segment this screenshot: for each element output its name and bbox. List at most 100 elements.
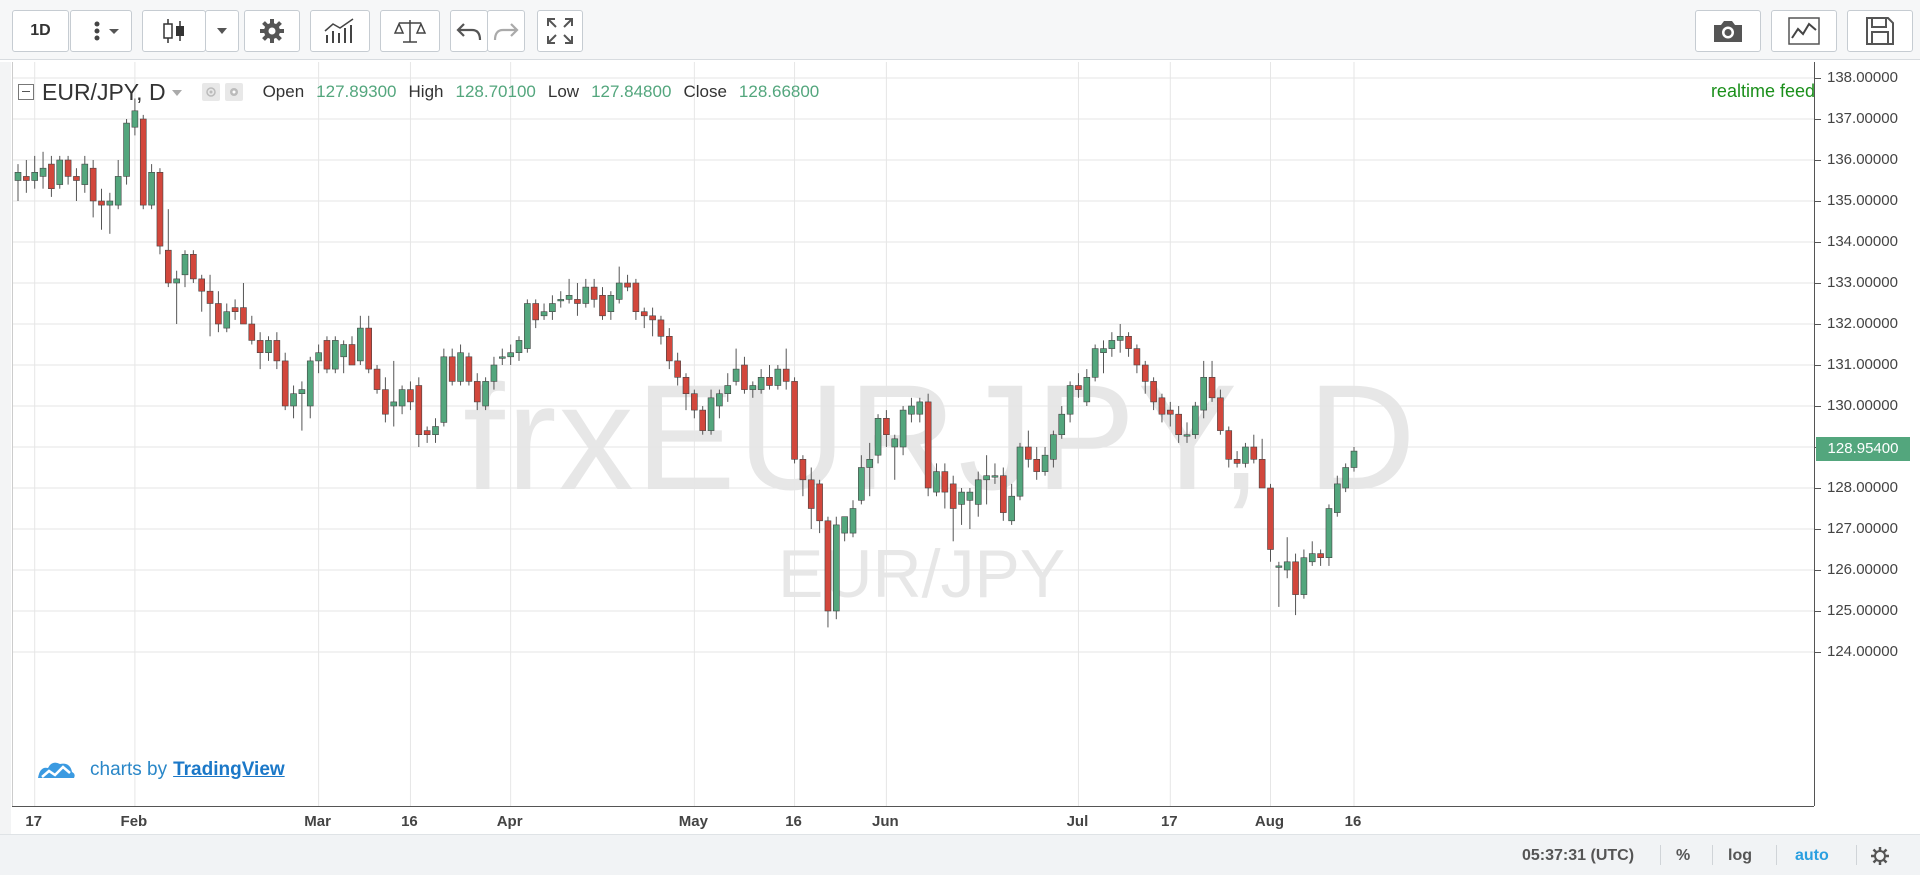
- candle-body-down: [198, 278, 205, 292]
- candle: [1125, 332, 1132, 357]
- camera-icon: [1714, 21, 1742, 42]
- chart-pane[interactable]: frxEURJPY, D EUR/JPY: [12, 62, 1815, 806]
- axis-settings-button[interactable]: [1870, 835, 1890, 876]
- price-tick-label: 124.00000: [1827, 643, 1898, 660]
- candle: [749, 381, 757, 398]
- candle: [1233, 451, 1241, 468]
- candle: [640, 307, 648, 329]
- chart-style-button[interactable]: [142, 10, 206, 52]
- candle: [240, 283, 247, 325]
- compare-button[interactable]: [380, 10, 440, 52]
- price-axis[interactable]: 138.00000 137.00000 136.00000 135.00000 134.…: [1814, 62, 1920, 806]
- candle: [231, 299, 239, 320]
- undo-button[interactable]: [450, 10, 488, 52]
- price-tick-label: 135.00000: [1827, 192, 1898, 209]
- price-tick-mark: [1815, 160, 1821, 161]
- symbol-title[interactable]: EUR/JPY, D: [42, 78, 166, 105]
- candle: [1283, 537, 1291, 579]
- candle: [1066, 381, 1074, 423]
- candle-body-down: [657, 319, 665, 337]
- candle: [1058, 406, 1066, 439]
- redo-button[interactable]: [487, 10, 525, 52]
- candle-body-down: [73, 176, 80, 181]
- candle: [1208, 360, 1216, 402]
- candle: [482, 377, 489, 411]
- candle-body-down: [231, 307, 239, 313]
- gear-icon[interactable]: [224, 83, 243, 101]
- chart-type-button[interactable]: [1771, 10, 1837, 52]
- candle-body-up: [841, 516, 848, 534]
- candle: [1200, 360, 1207, 419]
- interval-button[interactable]: 1D: [12, 10, 69, 52]
- candle: [181, 250, 189, 288]
- series-legend: EUR/JPY, D Open 127.89300 High 128.70100…: [18, 78, 819, 106]
- open-label: Open: [262, 82, 305, 101]
- candle-body-down: [1133, 348, 1141, 366]
- candle: [899, 406, 907, 456]
- collapse-legend-button[interactable]: [18, 84, 34, 100]
- candle: [315, 344, 322, 374]
- candle: [123, 119, 130, 185]
- candle: [782, 348, 790, 390]
- candlestick-icon: [163, 19, 184, 43]
- candle-body-up: [290, 393, 297, 407]
- candle: [273, 332, 281, 370]
- settings-button[interactable]: [244, 10, 300, 52]
- candle: [1258, 438, 1266, 489]
- candle-body-down: [23, 176, 30, 181]
- candle: [1100, 340, 1107, 374]
- interval-menu-button[interactable]: [70, 10, 132, 52]
- candlestick-plot[interactable]: [13, 62, 1815, 806]
- utc-clock[interactable]: 05:37:31 (UTC): [1522, 846, 1635, 864]
- tradingview-logo-icon: [38, 762, 75, 778]
- candle: [933, 463, 940, 497]
- candle: [858, 455, 865, 505]
- time-axis[interactable]: 17 Feb Mar 16 Apr May 16 Jun Jul 17 Aug 16: [12, 806, 1814, 835]
- candle-body-up: [874, 417, 882, 456]
- time-tick-label: Apr: [496, 813, 523, 830]
- candle: [974, 471, 982, 517]
- candle-body-down: [699, 409, 707, 431]
- price-tick-label: 131.00000: [1827, 356, 1898, 373]
- candle: [699, 406, 707, 435]
- candle: [1091, 344, 1099, 382]
- auto-scale-toggle[interactable]: auto: [1795, 846, 1829, 864]
- candle-body-down: [407, 389, 414, 403]
- chart-style-dropdown[interactable]: [205, 10, 239, 52]
- candle: [1292, 553, 1299, 616]
- candle-body-down: [1317, 553, 1324, 559]
- eye-icon[interactable]: [201, 83, 220, 101]
- price-tick-mark: [1815, 201, 1821, 202]
- candle-body-up: [1083, 376, 1091, 403]
- screenshot-button[interactable]: [1695, 10, 1761, 52]
- candle-body-up: [114, 176, 122, 206]
- candle: [323, 336, 331, 374]
- candle-body-down: [649, 315, 656, 321]
- indicators-button[interactable]: [310, 10, 370, 52]
- left-drawing-strip[interactable]: [0, 62, 11, 834]
- fullscreen-button[interactable]: [537, 10, 583, 52]
- candle-body-up: [398, 389, 406, 407]
- chevron-down-icon[interactable]: [171, 90, 182, 96]
- candle-body-up: [724, 385, 732, 394]
- candle: [173, 270, 180, 324]
- candle: [1083, 369, 1091, 406]
- time-tick-label: 16: [785, 813, 802, 830]
- candle-body-up: [223, 311, 231, 329]
- candle-body-down: [665, 335, 673, 362]
- candle-body-down: [373, 368, 381, 390]
- candle-body-up: [498, 356, 506, 359]
- candle: [1350, 447, 1358, 472]
- save-button[interactable]: [1847, 10, 1913, 52]
- candle-body-down: [64, 159, 72, 177]
- candle-body-up: [1066, 385, 1074, 415]
- candle-body-up: [1050, 434, 1057, 460]
- candle-body-down: [682, 376, 690, 394]
- log-toggle[interactable]: log: [1728, 846, 1752, 864]
- tradingview-link[interactable]: TradingView: [173, 759, 285, 780]
- candle: [574, 283, 581, 316]
- candle-body-down: [1250, 446, 1258, 460]
- candle: [407, 381, 414, 411]
- candle: [1116, 324, 1124, 353]
- percent-toggle[interactable]: %: [1676, 846, 1691, 864]
